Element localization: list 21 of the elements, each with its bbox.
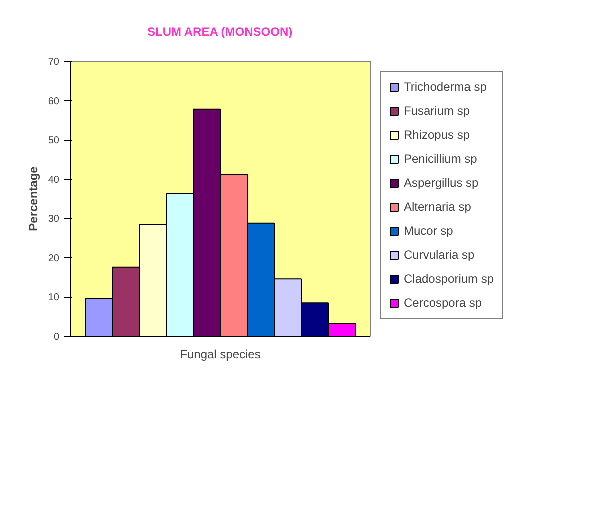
legend-label: Alternaria sp: [404, 200, 472, 214]
y-tick-label: 60: [48, 96, 60, 108]
x-axis-title: Fungal species: [180, 348, 261, 362]
chart-title: SLUM AREA (MONSOON): [148, 25, 293, 39]
legend-label: Curvularia sp: [404, 248, 475, 262]
y-tick-label: 10: [48, 292, 60, 304]
legend-label: Aspergillus sp: [404, 176, 479, 190]
legend-label: Cercospora sp: [404, 296, 482, 310]
y-axis-title: Percentage: [26, 166, 40, 232]
y-tick-label: 50: [48, 136, 60, 147]
y-tick-label: 0: [54, 332, 60, 343]
y-tick-label: 40: [48, 174, 60, 186]
legend-label: Trichoderma sp: [404, 80, 487, 94]
legend-label: Rhizopus sp: [404, 128, 470, 142]
legend-label: Cladosporium sp: [404, 272, 494, 286]
y-tick-label: 30: [48, 214, 60, 226]
legend-label: Penicillium sp: [404, 152, 478, 166]
legend-label: Fusarium sp: [404, 104, 470, 118]
y-tick-label: 20: [48, 253, 60, 264]
y-tick-label: 70: [48, 57, 60, 68]
legend-label: Mucor sp: [404, 224, 454, 238]
